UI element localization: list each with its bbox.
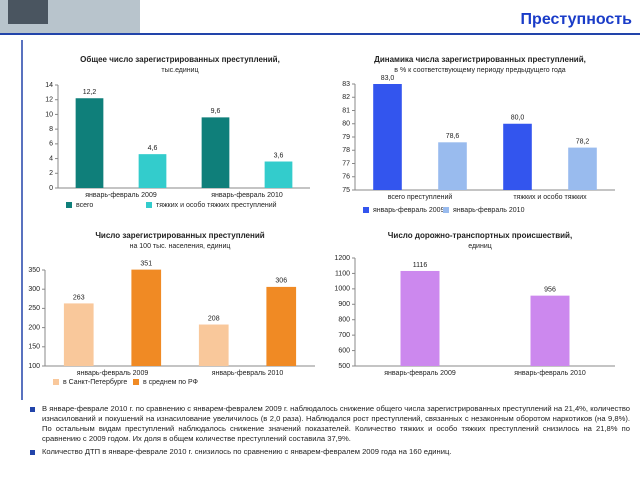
y-tick-label: 6	[49, 141, 53, 148]
y-tick-label: 300	[28, 286, 40, 293]
chart-title: Число дорожно-транспортных происшествий,	[388, 231, 572, 240]
bar	[264, 161, 293, 188]
y-tick-label: 1100	[335, 270, 350, 277]
x-tick-label: январь-февраль 2009	[85, 192, 157, 199]
y-tick-label: 12	[45, 97, 53, 104]
bar	[201, 117, 230, 188]
x-tick-label: январь-февраль 2009	[77, 370, 149, 377]
chart-title: Динамика числа зарегистрированных престу…	[374, 55, 586, 64]
bar	[373, 84, 402, 190]
y-tick-label: 500	[338, 363, 350, 370]
data-label: 12,2	[83, 89, 97, 96]
y-tick-label: 76	[342, 174, 350, 181]
x-tick-label: тяжких и особо тяжких	[513, 193, 587, 201]
y-tick-label: 250	[28, 305, 40, 312]
y-tick-label: 78	[342, 147, 350, 154]
legend-swatch	[443, 207, 449, 213]
legend-label: январь-февраль 2010	[453, 207, 525, 214]
bullet: Количество ДТП в январе-феврале 2010 г. …	[30, 447, 630, 457]
y-tick-label: 700	[338, 332, 350, 339]
data-label: 306	[275, 278, 287, 285]
legend-swatch	[363, 207, 369, 213]
bar	[131, 269, 162, 366]
y-tick-label: 150	[28, 344, 40, 351]
data-label: 263	[73, 294, 85, 301]
legend-swatch	[133, 379, 139, 385]
bar	[438, 142, 467, 190]
bar	[63, 303, 94, 366]
y-tick-label: 600	[338, 347, 350, 354]
legend-label: всего	[76, 202, 93, 209]
data-label: 1116	[413, 262, 428, 269]
legend-label: в среднем по РФ	[143, 379, 198, 386]
data-label: 208	[208, 315, 220, 322]
y-tick-label: 350	[28, 267, 40, 274]
y-tick-label: 14	[45, 82, 53, 89]
y-tick-label: 79	[342, 134, 350, 141]
data-label: 80,0	[511, 115, 525, 122]
y-tick-label: 75	[342, 187, 350, 194]
chart-subtitle: на 100 тыс. населения, единиц	[130, 243, 231, 250]
y-tick-label: 82	[342, 94, 350, 101]
bullets: В январе-феврале 2010 г. по сравнению с …	[30, 404, 630, 460]
bullet: В январе-феврале 2010 г. по сравнению с …	[30, 404, 630, 444]
bar	[198, 324, 229, 366]
legend-label: в Санкт-Петербурге	[63, 378, 127, 386]
bar	[530, 295, 570, 366]
bar	[75, 98, 104, 188]
legend-swatch	[146, 202, 152, 208]
y-tick-label: 2	[49, 170, 53, 177]
chart-subtitle: в % к соответствующему периоду предыдуще…	[394, 67, 566, 74]
y-tick-label: 80	[342, 121, 350, 128]
y-tick-label: 100	[28, 363, 40, 370]
x-tick-label: всего преступлений	[388, 193, 453, 201]
x-tick-label: январь-февраль 2009	[384, 370, 456, 377]
y-tick-label: 83	[342, 81, 350, 88]
x-tick-label: январь-февраль 2010	[514, 370, 586, 377]
y-tick-label: 1000	[334, 286, 350, 293]
slide: Преступность Общее число зарегистрирован…	[0, 0, 640, 400]
y-tick-label: 10	[45, 111, 53, 118]
data-label: 78,6	[446, 133, 460, 140]
data-label: 956	[544, 286, 556, 293]
legend-label: тяжких и особо тяжких преступлений	[156, 201, 277, 209]
y-tick-label: 200	[28, 324, 40, 331]
chart-title: Общее число зарегистрированных преступле…	[80, 55, 280, 64]
y-tick-label: 8	[49, 126, 53, 133]
y-tick-label: 4	[49, 155, 53, 162]
y-tick-label: 900	[338, 301, 350, 308]
data-label: 351	[140, 260, 152, 267]
header-image-calculator	[8, 0, 48, 24]
legend-swatch	[66, 202, 72, 208]
data-label: 78,2	[576, 138, 590, 145]
slide-title: Преступность	[521, 11, 633, 28]
legend-swatch	[53, 379, 59, 385]
chart-subtitle: единиц	[468, 243, 492, 250]
bar	[503, 123, 532, 190]
chart-subtitle: тыс.единиц	[161, 67, 198, 74]
bar	[400, 270, 440, 366]
data-label: 9,6	[211, 108, 221, 115]
chart-title: Число зарегистрированных преступлений	[95, 231, 264, 240]
data-label: 83,0	[381, 75, 395, 82]
data-label: 3,6	[274, 152, 284, 159]
data-label: 4,6	[148, 145, 158, 152]
bar	[138, 154, 167, 188]
y-tick-label: 0	[49, 185, 53, 192]
bar	[568, 147, 597, 190]
legend-label: январь-февраль 2009	[373, 207, 445, 214]
bar	[266, 286, 297, 366]
y-tick-label: 77	[342, 160, 350, 167]
y-tick-label: 81	[342, 107, 350, 114]
y-tick-label: 1200	[334, 255, 350, 262]
y-tick-label: 800	[338, 317, 350, 324]
x-tick-label: январь-февраль 2010	[212, 370, 284, 377]
x-tick-label: январь-февраль 2010	[211, 192, 283, 199]
